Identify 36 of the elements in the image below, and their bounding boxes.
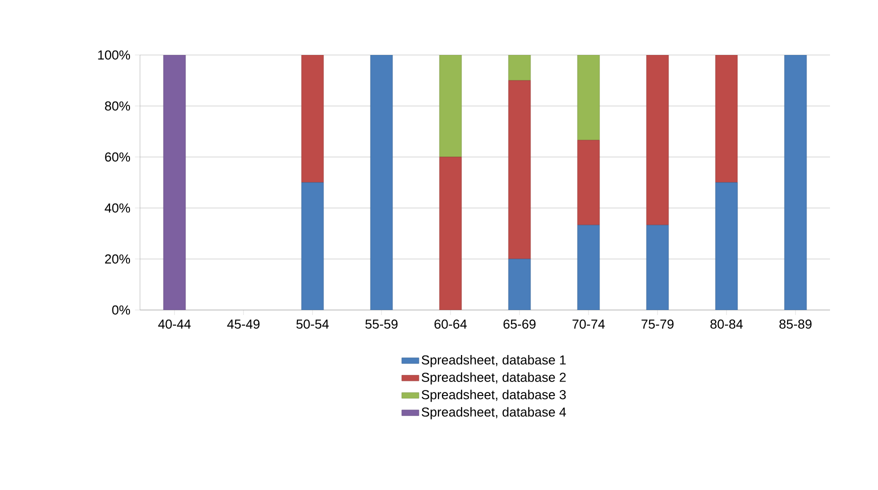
bar bbox=[508, 55, 531, 81]
x-tick-label: 45-49 bbox=[227, 320, 260, 329]
x-tick-label: 60-64 bbox=[434, 320, 467, 329]
bar bbox=[577, 55, 600, 140]
x-tick-label: 75-79 bbox=[642, 320, 674, 329]
x-tick-label: 55-59 bbox=[365, 320, 398, 329]
bar bbox=[508, 80, 531, 260]
y-tick-label: 100% bbox=[98, 50, 130, 60]
bar bbox=[577, 140, 600, 226]
legend-label: Spreadsheet, database 3 bbox=[422, 390, 566, 402]
bar bbox=[784, 55, 807, 310]
x-tick-label: 85-89 bbox=[779, 320, 812, 329]
bar bbox=[301, 55, 324, 183]
y-tick-label: 40% bbox=[104, 203, 130, 213]
bar bbox=[508, 258, 531, 310]
legend-label: Spreadsheet, database 2 bbox=[422, 372, 566, 384]
bar bbox=[646, 55, 669, 226]
bar bbox=[715, 182, 738, 310]
y-tick-label: 80% bbox=[105, 101, 130, 111]
legend-label: Spreadsheet, database 4 bbox=[422, 407, 566, 420]
bar bbox=[577, 224, 600, 310]
bar bbox=[439, 55, 462, 158]
legend-label: Spreadsheet, database 1 bbox=[422, 354, 566, 368]
bar bbox=[439, 156, 462, 310]
y-tick-label: 0% bbox=[112, 305, 130, 315]
x-tick-label: 80-84 bbox=[710, 320, 743, 329]
x-tick-label: 65-69 bbox=[504, 320, 536, 329]
x-tick-label: 50-54 bbox=[296, 320, 329, 329]
y-tick-label: 20% bbox=[105, 254, 130, 264]
x-tick-label: 70-74 bbox=[572, 320, 605, 329]
x-tick-label: 40-44 bbox=[158, 320, 191, 329]
bar bbox=[646, 224, 669, 310]
bar bbox=[301, 182, 324, 310]
bar bbox=[370, 55, 393, 310]
y-tick-label: 60% bbox=[105, 152, 130, 162]
bar bbox=[715, 55, 738, 183]
